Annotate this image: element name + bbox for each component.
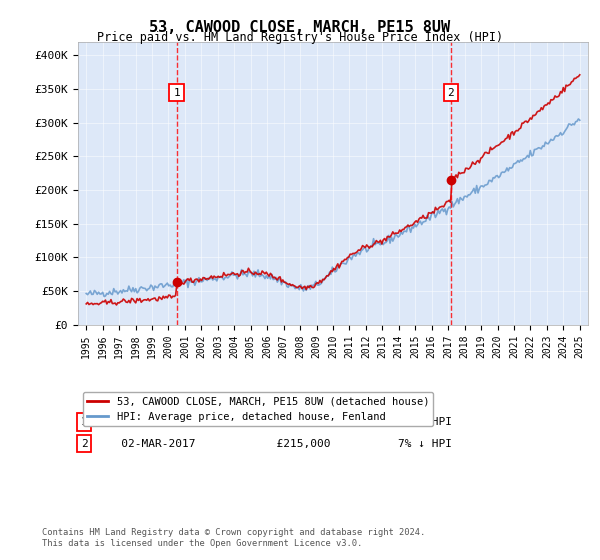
- Text: 30-JUN-2000            £62,950          21% ↓ HPI: 30-JUN-2000 £62,950 21% ↓ HPI: [101, 417, 452, 427]
- Text: 53, CAWOOD CLOSE, MARCH, PE15 8UW: 53, CAWOOD CLOSE, MARCH, PE15 8UW: [149, 20, 451, 35]
- Text: Price paid vs. HM Land Registry's House Price Index (HPI): Price paid vs. HM Land Registry's House …: [97, 31, 503, 44]
- Text: 02-MAR-2017            £215,000          7% ↓ HPI: 02-MAR-2017 £215,000 7% ↓ HPI: [101, 438, 452, 449]
- Text: 1: 1: [173, 87, 180, 97]
- Text: 1: 1: [81, 417, 88, 427]
- Text: 2: 2: [81, 438, 88, 449]
- Text: Contains HM Land Registry data © Crown copyright and database right 2024.
This d: Contains HM Land Registry data © Crown c…: [42, 528, 425, 548]
- Text: 2: 2: [448, 87, 454, 97]
- Legend: 53, CAWOOD CLOSE, MARCH, PE15 8UW (detached house), HPI: Average price, detached: 53, CAWOOD CLOSE, MARCH, PE15 8UW (detac…: [83, 392, 433, 426]
